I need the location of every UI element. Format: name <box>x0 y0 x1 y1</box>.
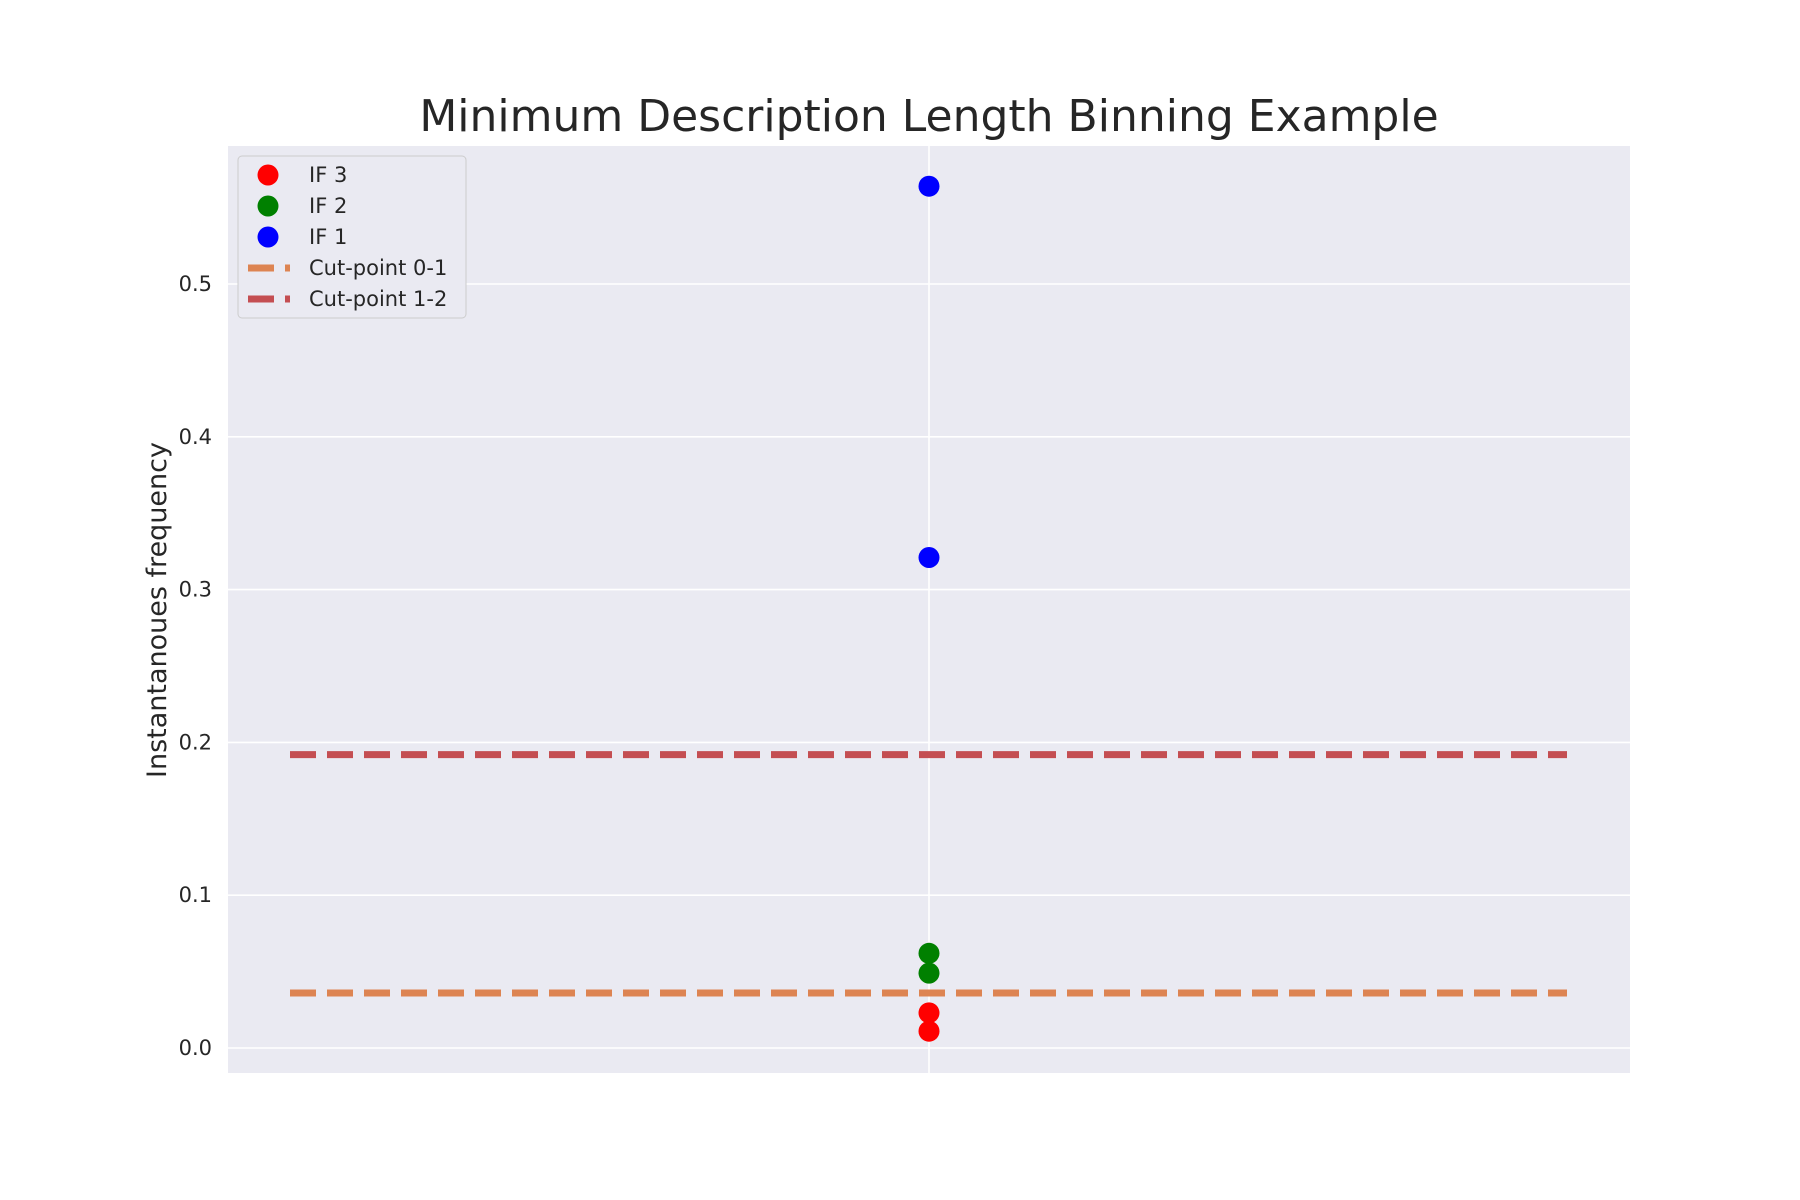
data-point <box>918 175 940 197</box>
grid <box>228 146 1630 1073</box>
legend-label: IF 3 <box>309 163 347 187</box>
legend-marker <box>257 226 279 248</box>
y-axis-label: Instantanoues frequency <box>142 442 173 778</box>
legend-label: Cut-point 0-1 <box>309 256 447 280</box>
legend-box <box>237 155 467 319</box>
y-tick-label: 0.5 <box>179 272 212 296</box>
y-tick-label: 0.1 <box>179 883 212 907</box>
legend-marker <box>257 164 279 186</box>
y-tick-label: 0.2 <box>179 730 212 754</box>
legend-label: IF 2 <box>309 194 347 218</box>
data-points <box>918 175 940 1042</box>
y-tick-label: 0.0 <box>179 1036 212 1060</box>
legend: IF 3 IF 2 IF 1 Cut-point 0-1 Cut-point 1-2 <box>237 155 467 319</box>
legend-marker <box>257 195 279 217</box>
cut-point-lines <box>290 751 1567 997</box>
data-point <box>918 1020 940 1042</box>
legend-label: Cut-point 1-2 <box>309 287 447 311</box>
chart-title: Minimum Description Length Binning Examp… <box>419 91 1438 142</box>
data-point <box>918 1002 940 1024</box>
y-tick-labels: 0.0 0.1 0.2 0.3 0.4 0.5 <box>179 272 212 1060</box>
legend-label: IF 1 <box>309 225 347 249</box>
y-tick-label: 0.3 <box>179 578 212 602</box>
data-point <box>918 942 940 964</box>
y-tick-label: 0.4 <box>179 425 212 449</box>
data-point <box>918 547 940 569</box>
data-point <box>918 962 940 984</box>
